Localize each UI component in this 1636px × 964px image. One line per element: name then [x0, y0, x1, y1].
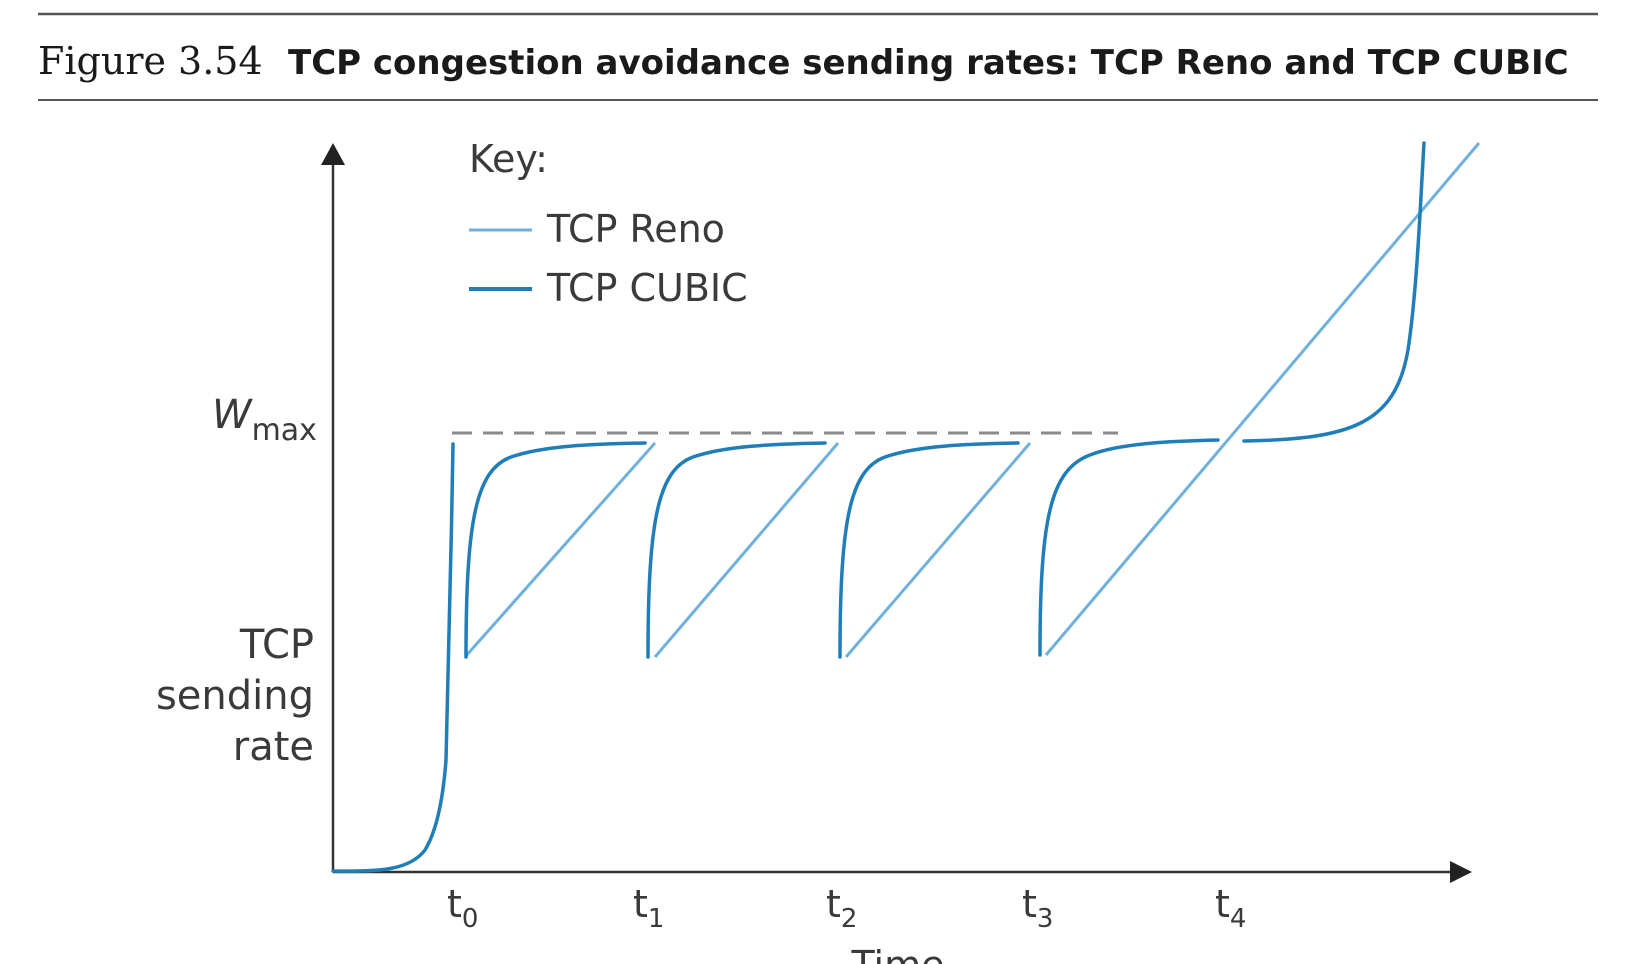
wmax-subscript: max: [252, 413, 317, 448]
legend: Key: TCP Reno TCP CUBIC: [469, 137, 748, 310]
cubic-series: [331, 141, 1426, 873]
legend-key-label: Key:: [469, 137, 548, 181]
tick-t3: t3: [1022, 882, 1053, 934]
reno-segment-4: [1044, 142, 1481, 656]
tick-t1-base: t: [633, 882, 648, 926]
legend-cubic-label: TCP CUBIC: [546, 266, 748, 310]
x-tick-labels: t0 t1 t2 t3 t4: [447, 882, 1246, 934]
tick-t2-sub: 2: [841, 904, 858, 934]
tick-t1-sub: 1: [648, 904, 665, 934]
tick-t4: t4: [1215, 882, 1246, 934]
cubic-slow-start: [331, 442, 455, 873]
tick-t0-base: t: [447, 882, 462, 926]
caption-number: Figure 3.54: [38, 39, 263, 83]
y-axis-arrow-icon: [321, 143, 345, 165]
cubic-segment-4: [1038, 438, 1220, 657]
reno-segment-3: [844, 442, 1032, 658]
tick-t1: t1: [633, 882, 664, 934]
tick-t0-sub: 0: [462, 904, 479, 934]
wmax-main: W: [212, 392, 253, 438]
y-label-line-3: rate: [233, 724, 314, 770]
legend-reno-label: TCP Reno: [546, 207, 725, 251]
cubic-segment-1: [464, 441, 647, 659]
reno-series: [463, 142, 1481, 658]
tick-t2-base: t: [826, 882, 841, 926]
y-label-line-1: TCP: [239, 622, 314, 668]
x-axis-title: Time: [851, 943, 945, 964]
tick-t3-sub: 3: [1037, 904, 1054, 934]
tick-t0: t0: [447, 882, 478, 934]
cubic-probe: [1242, 141, 1426, 443]
x-axis-arrow-icon: [1450, 861, 1472, 883]
cubic-segment-2: [646, 441, 827, 659]
reno-segment-2: [653, 442, 840, 658]
tick-t2: t2: [826, 882, 857, 934]
reno-segment-1: [463, 442, 657, 658]
caption-title: TCP congestion avoidance sending rates: …: [288, 43, 1569, 83]
tick-t4-base: t: [1215, 882, 1230, 926]
cubic-segment-3: [838, 441, 1020, 659]
y-label-line-2: sending: [156, 673, 314, 719]
wmax-label: Wmax: [212, 392, 317, 448]
tick-t3-base: t: [1022, 882, 1037, 926]
tick-t4-sub: 4: [1230, 904, 1247, 934]
